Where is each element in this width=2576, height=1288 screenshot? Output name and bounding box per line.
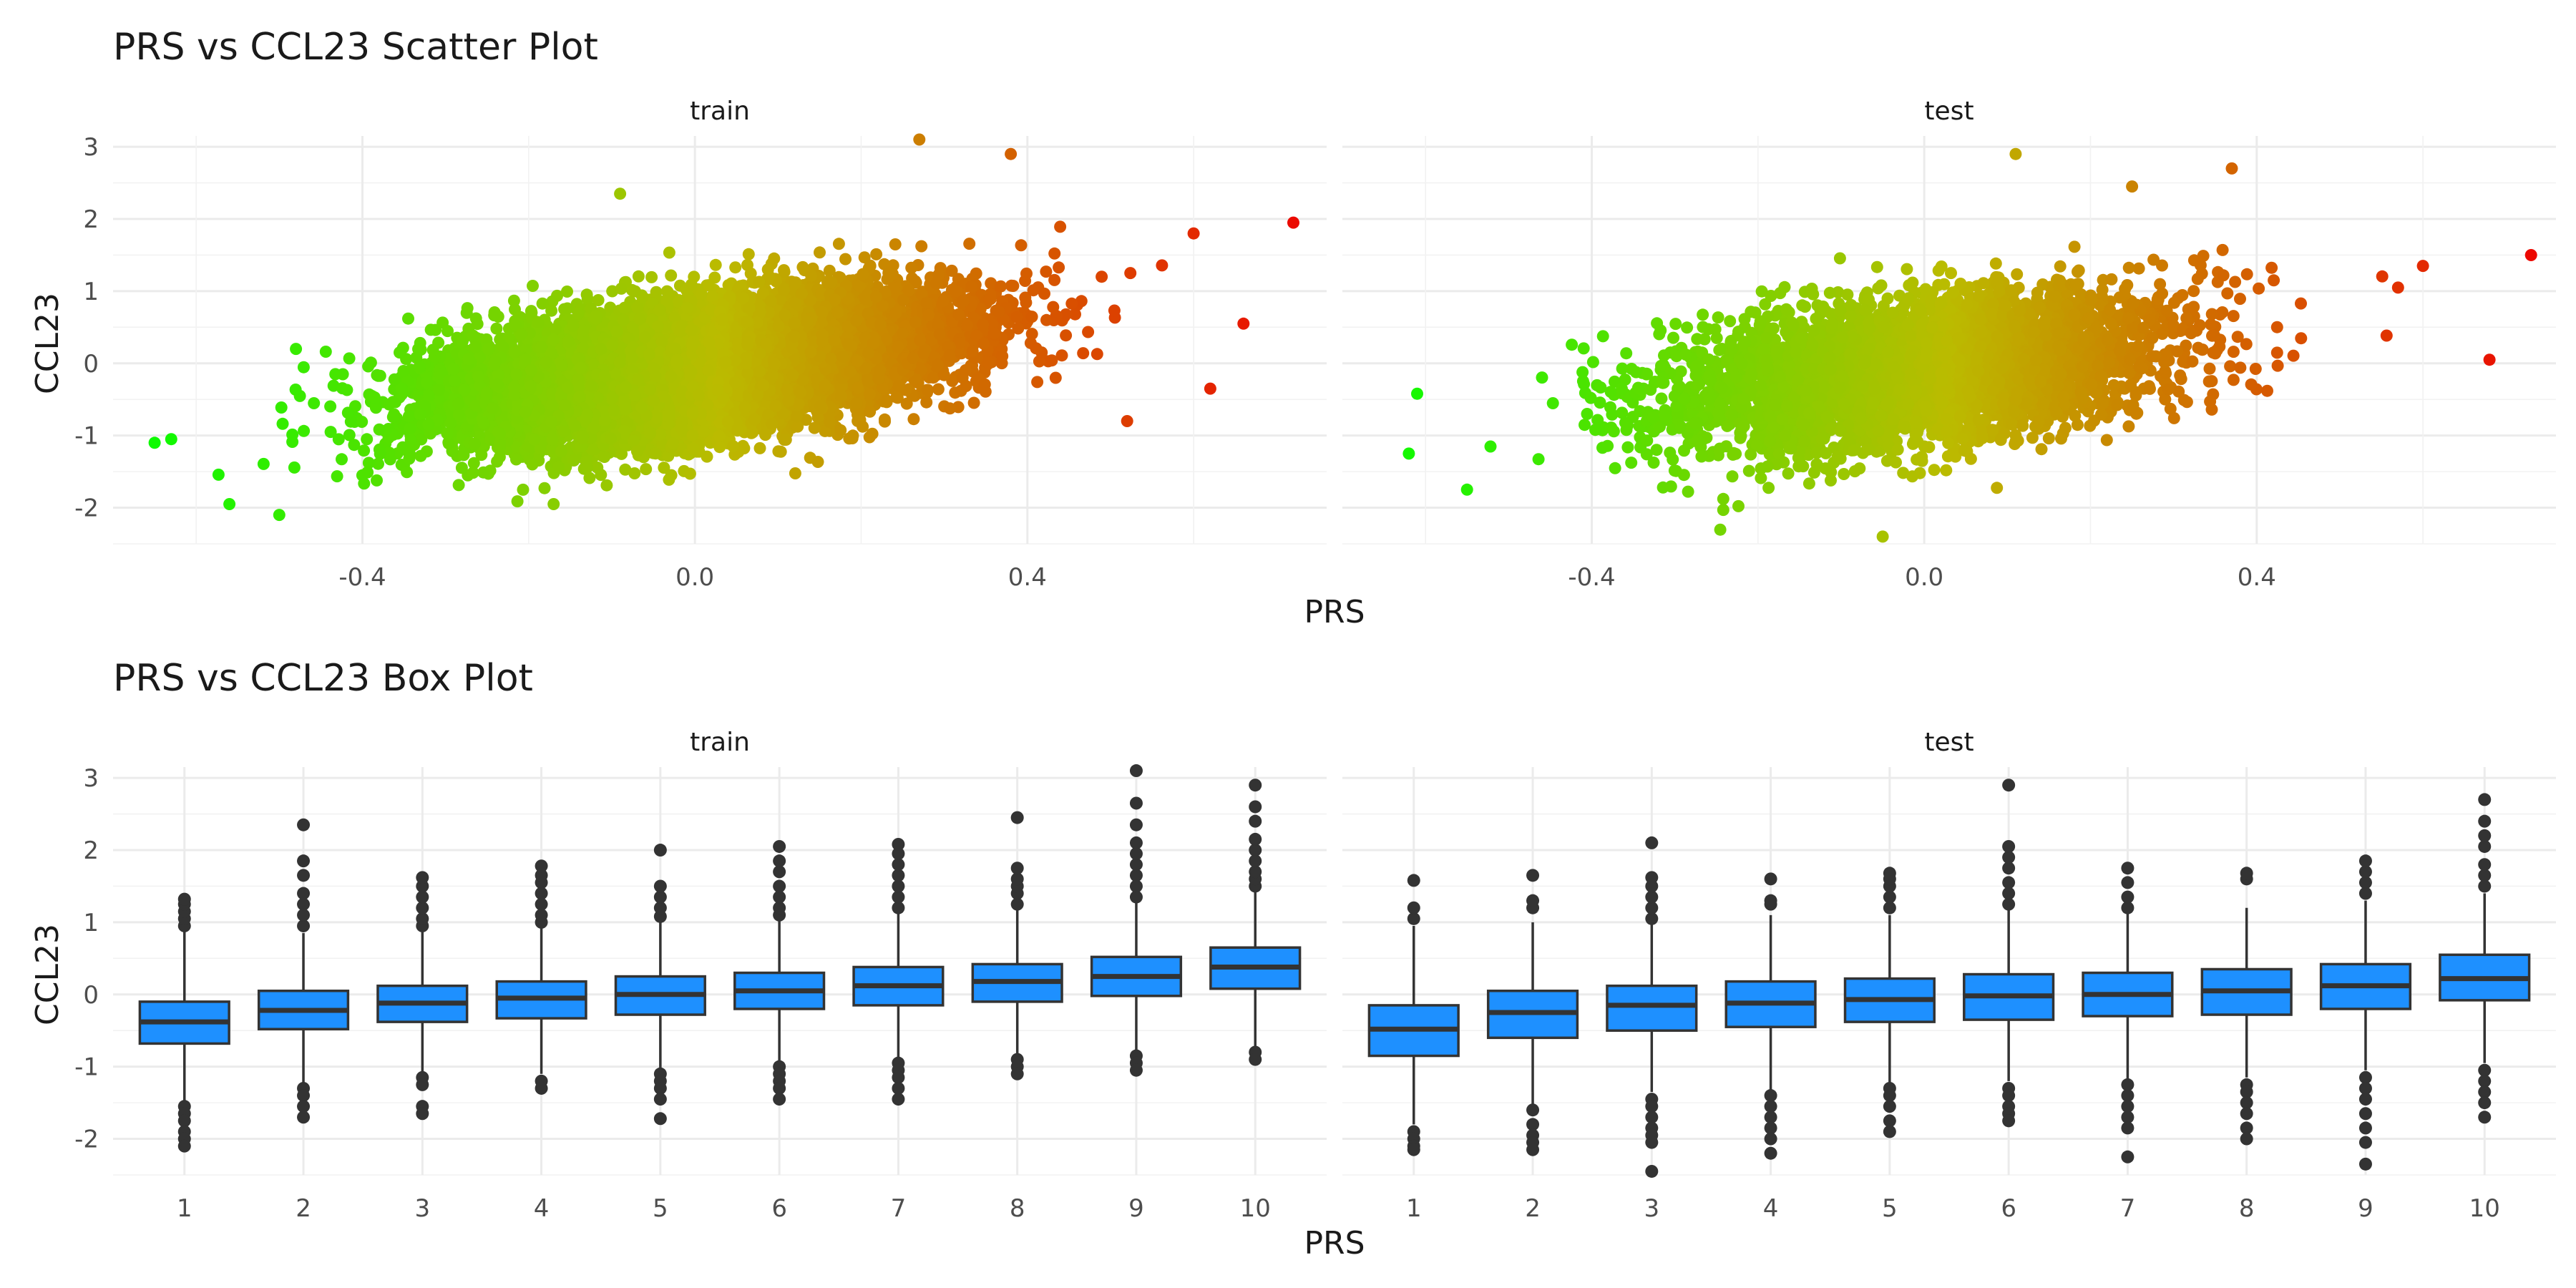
scatter-point: [753, 441, 766, 454]
scatter-point: [1156, 259, 1169, 272]
scatter-chart: PRS vs CCL23 Scatter Plot train test -0.…: [29, 26, 2556, 630]
scatter-point: [1031, 376, 1044, 389]
scatter-point: [645, 270, 658, 283]
scatter-point: [1054, 220, 1067, 233]
scatter-point: [372, 457, 384, 470]
scatter-point: [538, 482, 551, 494]
scatter-point: [619, 463, 632, 476]
scatter-point: [297, 361, 310, 374]
scatter-point: [341, 384, 353, 396]
scatter-point: [907, 413, 920, 426]
scatter-point: [331, 470, 343, 483]
scatter-point: [658, 462, 670, 474]
scatter-point: [361, 433, 374, 446]
scatter-point: [628, 467, 641, 479]
scatter-point: [1124, 267, 1137, 280]
scatter-point: [288, 461, 301, 474]
scatter-point: [1096, 270, 1108, 283]
scatter-point: [814, 246, 826, 259]
scatter-point: [289, 384, 302, 396]
scatter-panel-train-label: train: [690, 97, 750, 126]
scatter-point: [1048, 247, 1061, 260]
scatter-point: [511, 495, 524, 508]
scatter-point: [1077, 347, 1090, 360]
scatter-point: [1053, 261, 1065, 274]
scatter-point: [985, 277, 997, 290]
scatter-point: [362, 360, 375, 373]
scatter-point: [665, 269, 678, 282]
scatter-point: [799, 414, 812, 426]
scatter-panel-test-grid: [1342, 136, 2556, 545]
scatter-point: [452, 479, 465, 492]
scatter-point: [336, 368, 349, 381]
scatter-panel-train-points: [148, 133, 1299, 522]
scatter-point: [823, 264, 836, 277]
scatter-point: [490, 322, 503, 335]
scatter-point: [808, 421, 821, 434]
scatter-point: [1082, 326, 1095, 338]
scatter-point: [870, 248, 883, 260]
scatter-point: [455, 462, 468, 474]
scatter-point: [789, 467, 801, 479]
scatter-point: [1015, 239, 1028, 252]
scatter-point: [742, 248, 755, 260]
scatter-point: [604, 301, 617, 314]
scatter-point: [600, 479, 613, 492]
scatter-point: [336, 453, 348, 466]
scatter-point: [866, 427, 879, 440]
scatter-point: [1069, 308, 1081, 321]
scatter-point: [343, 429, 356, 441]
scatter-point: [298, 424, 311, 437]
scatter-point: [772, 445, 785, 458]
scatter-title: PRS vs CCL23 Scatter Plot: [113, 26, 598, 69]
scatter-point: [343, 352, 356, 365]
scatter-panel-test-label: test: [1924, 97, 1974, 126]
scatter-point: [308, 397, 321, 409]
